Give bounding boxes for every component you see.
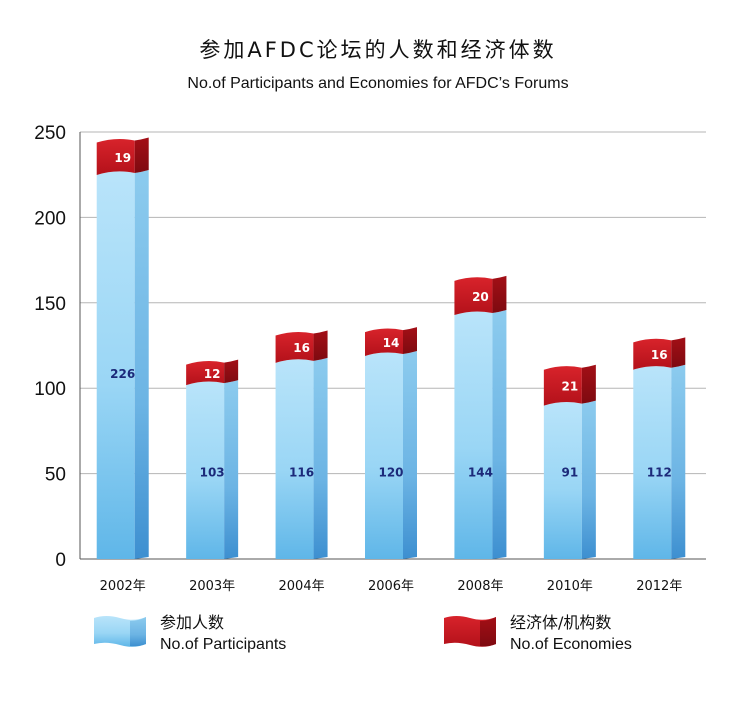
economies-bar-side bbox=[492, 275, 507, 314]
economies-bar-side bbox=[313, 330, 328, 361]
bar-group: 12 103 bbox=[186, 359, 239, 559]
participants-value-label: 103 bbox=[200, 466, 225, 480]
participants-bar bbox=[454, 311, 493, 559]
participants-bar bbox=[275, 359, 314, 559]
y-tick-label: 200 bbox=[34, 208, 66, 229]
economies-bar-side bbox=[134, 137, 149, 173]
participants-bar-side bbox=[581, 400, 596, 559]
economies-bar bbox=[543, 366, 582, 406]
x-tick-label: 2004年 bbox=[279, 579, 325, 594]
y-tick-label: 50 bbox=[45, 465, 66, 486]
economies-bar bbox=[186, 360, 225, 386]
participants-value-label: 112 bbox=[647, 466, 672, 480]
bar-group: 21 91 bbox=[543, 364, 596, 559]
economies-bar bbox=[633, 338, 672, 370]
participants-bar bbox=[365, 352, 403, 559]
legend-economies: 经济体/机构数 No.of Economies bbox=[442, 612, 632, 656]
participants-bar-side bbox=[134, 169, 149, 559]
participants-bar-side bbox=[224, 380, 239, 559]
y-tick-label: 0 bbox=[55, 550, 66, 571]
x-tick-label: 2012年 bbox=[636, 579, 682, 594]
economies-value-label: 14 bbox=[383, 336, 400, 350]
economies-value-label: 21 bbox=[562, 380, 579, 394]
bar-group: 16 112 bbox=[633, 337, 686, 559]
economies-bar bbox=[365, 328, 403, 357]
participants-bar bbox=[543, 401, 582, 559]
bar-group: 14 120 bbox=[365, 327, 417, 559]
legend-economies-cn: 经济体/机构数 bbox=[510, 613, 612, 632]
x-tick-label: 2010年 bbox=[547, 579, 593, 594]
economies-bar bbox=[454, 277, 493, 316]
participants-bar bbox=[96, 171, 135, 559]
participants-bar-side bbox=[492, 310, 507, 559]
economies-bar-side bbox=[581, 364, 596, 404]
economies-swatch-icon bbox=[444, 616, 496, 647]
bar-group: 16 116 bbox=[275, 330, 328, 559]
y-tick-label: 250 bbox=[34, 123, 66, 144]
legend-participants-en: No.of Participants bbox=[160, 636, 287, 653]
legend-economies-en: No.of Economies bbox=[510, 636, 632, 653]
economies-bar-side bbox=[671, 337, 686, 368]
participants-swatch-icon bbox=[94, 616, 146, 647]
participants-bar-side bbox=[313, 357, 328, 559]
economies-bar bbox=[96, 138, 135, 175]
x-tick-label: 2008年 bbox=[457, 579, 503, 594]
participants-bar-side bbox=[403, 351, 417, 559]
bar-group: 20 144 bbox=[454, 275, 507, 559]
legend-participants-cn: 参加人数 bbox=[160, 613, 225, 632]
x-axis: 2002年 2003年 2004年 2006年 2008年 2010年 2012年 bbox=[100, 579, 683, 594]
y-tick-label: 100 bbox=[34, 379, 66, 400]
economies-bar-side bbox=[403, 327, 417, 355]
bars: 19 226 12 103 16 116 14 120 20 144 21 91 16 112 bbox=[96, 137, 686, 559]
economies-value-label: 16 bbox=[651, 348, 668, 362]
economies-value-label: 16 bbox=[293, 341, 310, 355]
chart-subtitle: No.of Participants and Economies for AFD… bbox=[187, 75, 569, 92]
participants-bar bbox=[186, 381, 225, 559]
x-tick-label: 2006年 bbox=[368, 579, 414, 594]
economies-value-label: 20 bbox=[472, 290, 489, 304]
x-tick-label: 2003年 bbox=[189, 579, 235, 594]
bar-group: 19 226 bbox=[96, 137, 149, 559]
economies-bar bbox=[275, 331, 314, 363]
participants-bar-side bbox=[671, 364, 686, 559]
y-tick-label: 150 bbox=[34, 294, 66, 315]
participants-bar bbox=[633, 366, 672, 559]
participants-value-label: 120 bbox=[378, 466, 403, 480]
participants-value-label: 144 bbox=[468, 466, 493, 480]
economies-bar-side bbox=[224, 359, 239, 384]
y-axis: 0 50 100 150 200 250 bbox=[34, 123, 66, 571]
participants-value-label: 116 bbox=[289, 466, 314, 480]
legend-participants: 参加人数 No.of Participants bbox=[92, 612, 286, 656]
participants-value-label: 226 bbox=[110, 367, 135, 381]
economies-value-label: 12 bbox=[204, 367, 221, 381]
participants-value-label: 91 bbox=[562, 466, 579, 480]
bar-chart: 0 50 100 150 200 250 19 226 12 103 16 116 14 120 20 14… bbox=[34, 123, 706, 594]
economies-value-label: 19 bbox=[114, 151, 131, 165]
x-tick-label: 2002年 bbox=[100, 579, 146, 594]
chart-title: 参加AFDC论坛的人数和经济体数 bbox=[199, 38, 557, 62]
